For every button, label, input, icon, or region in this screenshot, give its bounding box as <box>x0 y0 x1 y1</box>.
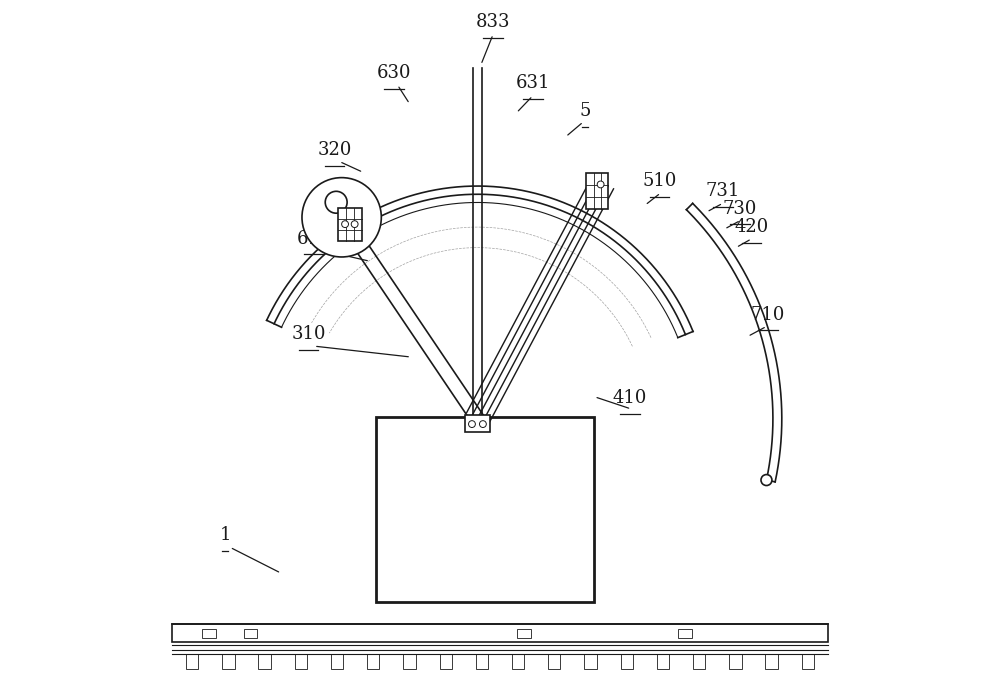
Text: 1: 1 <box>219 527 231 544</box>
Bar <box>403 654 416 669</box>
Bar <box>517 629 531 638</box>
Text: 420: 420 <box>735 218 769 236</box>
Bar <box>657 654 669 669</box>
Text: 730: 730 <box>723 200 757 218</box>
Bar <box>295 654 307 669</box>
Text: 630: 630 <box>377 64 411 82</box>
Text: 731: 731 <box>706 183 740 200</box>
Bar <box>186 654 198 669</box>
Bar <box>584 654 597 669</box>
Circle shape <box>302 178 381 257</box>
Bar <box>586 174 608 209</box>
Bar <box>678 629 692 638</box>
Text: 310: 310 <box>291 326 326 343</box>
Bar <box>331 654 343 669</box>
Bar <box>765 654 778 669</box>
Text: 833: 833 <box>476 13 510 31</box>
Bar <box>244 629 257 638</box>
Bar <box>202 629 216 638</box>
Bar <box>548 654 560 669</box>
Bar <box>172 624 828 642</box>
Bar <box>222 654 235 669</box>
Text: A: A <box>305 199 318 217</box>
Bar <box>376 417 594 602</box>
Bar <box>802 654 814 669</box>
Bar <box>338 208 362 241</box>
Circle shape <box>342 221 348 228</box>
Bar <box>476 654 488 669</box>
Text: 320: 320 <box>317 141 352 159</box>
Circle shape <box>479 421 486 428</box>
Bar <box>729 654 742 669</box>
Bar <box>512 654 524 669</box>
Bar <box>621 654 633 669</box>
Circle shape <box>469 421 475 428</box>
Circle shape <box>351 221 358 228</box>
Bar <box>258 654 271 669</box>
Bar <box>465 415 490 432</box>
Text: 610: 610 <box>297 230 331 248</box>
Bar <box>440 654 452 669</box>
Text: 510: 510 <box>642 172 677 190</box>
Circle shape <box>761 475 772 486</box>
Circle shape <box>597 181 604 188</box>
Circle shape <box>325 192 347 213</box>
Text: 710: 710 <box>751 306 785 324</box>
Bar <box>367 654 379 669</box>
Text: 5: 5 <box>579 102 591 120</box>
Bar <box>693 654 705 669</box>
Text: 410: 410 <box>613 389 647 407</box>
Text: 631: 631 <box>516 75 550 92</box>
